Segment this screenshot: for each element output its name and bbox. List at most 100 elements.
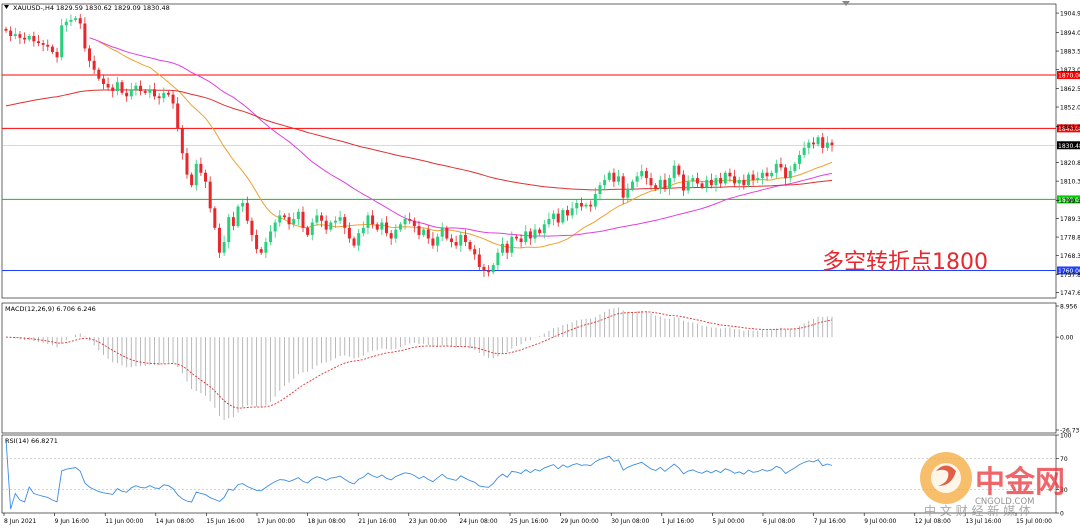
candle-body	[677, 165, 681, 175]
rsi-tick-label: 100	[1060, 433, 1072, 440]
candle-body	[273, 222, 277, 232]
candle-body	[64, 21, 68, 26]
candle-body	[23, 37, 27, 40]
time-tick-label: 11 Jun 00:00	[105, 518, 143, 525]
candle-body	[528, 231, 532, 239]
price-tick-label: 1852.00	[1060, 105, 1080, 112]
candle-body	[825, 142, 829, 148]
candle-body	[139, 85, 143, 92]
candle-body	[306, 227, 310, 235]
candle-body	[784, 167, 788, 179]
price-tick-label: 1841.00	[1060, 124, 1080, 131]
candle-body	[357, 233, 361, 246]
candle-body	[737, 179, 741, 184]
candle-body	[482, 266, 486, 271]
candle-body	[802, 147, 806, 155]
candle-body	[282, 215, 286, 218]
candle-body	[310, 222, 314, 235]
candle-body	[830, 142, 834, 146]
price-tick-label: 1789.30	[1060, 216, 1080, 223]
candle-body	[682, 174, 686, 191]
time-tick-label: 21 Jun 16:00	[358, 518, 396, 525]
candle-body	[505, 243, 509, 253]
candle-body	[333, 220, 337, 223]
time-tick-label: 14 Jun 08:00	[156, 518, 194, 525]
candle-body	[371, 215, 375, 225]
level-badge	[1057, 266, 1080, 275]
watermark: 中金网 CNGOLD.COM 中 文 财 经 新 媒 体	[920, 452, 1065, 518]
candle-body	[190, 174, 194, 186]
candle-body	[292, 218, 296, 225]
price-tick-label: 1778.80	[1060, 235, 1080, 242]
annotation-text: 多空转折点1800	[822, 250, 988, 275]
candle-body	[343, 217, 347, 228]
watermark-tagline: 中 文 财 经 新 媒 体	[924, 503, 1031, 518]
candle-body	[106, 83, 110, 88]
candle-body	[496, 252, 500, 266]
candle-body	[746, 174, 750, 186]
scroll-marker-icon	[842, 1, 850, 6]
candle-body	[765, 172, 769, 177]
symbol-header: XAUUSD-,H4 1829.59 1830.62 1829.09 1830.…	[13, 4, 170, 12]
candle-body	[695, 178, 699, 184]
time-tick-label: 24 Jun 08:00	[459, 518, 497, 525]
level-badge	[1057, 195, 1080, 204]
candle-body	[134, 85, 138, 90]
pane-frame	[1, 434, 1057, 514]
candle-body	[231, 217, 235, 227]
candle-body	[236, 206, 240, 227]
ma-long-line	[5, 89, 833, 191]
candle-body	[691, 178, 695, 182]
candle-body	[115, 82, 119, 92]
price-tick-label: 1883.50	[1060, 49, 1080, 56]
candle-body	[101, 78, 105, 84]
candle-body	[440, 227, 444, 237]
candle-body	[324, 220, 328, 230]
ma-mid-line	[89, 37, 833, 237]
candle-body	[445, 227, 449, 239]
candle-body	[788, 170, 792, 179]
candle-body	[301, 211, 305, 228]
candle-body	[700, 183, 704, 187]
candle-body	[352, 238, 356, 246]
time-tick-label: 15 Jul 00:00	[1016, 518, 1052, 525]
candle-body	[315, 215, 319, 223]
candle-body	[821, 137, 825, 148]
time-tick-label: 1 Jul 16:00	[662, 518, 694, 525]
rsi-line	[5, 438, 833, 510]
candle-body	[162, 92, 166, 99]
candle-body	[157, 96, 161, 99]
price-tick-label: 1904.90	[1060, 11, 1080, 18]
candle-body	[375, 224, 379, 230]
candle-body	[36, 41, 40, 44]
candle-body	[213, 208, 217, 228]
level-badge	[1057, 71, 1080, 80]
candle-body	[4, 28, 8, 31]
candle-body	[111, 87, 115, 92]
candle-body	[278, 215, 282, 223]
level-label: 1830.48	[1058, 143, 1080, 150]
candle-body	[241, 202, 245, 207]
candle-body	[74, 18, 78, 20]
candle-body	[510, 236, 514, 253]
level-badge	[1057, 141, 1080, 150]
candle-body	[255, 234, 259, 250]
candle-body	[538, 229, 542, 234]
candle-body	[514, 236, 518, 239]
candle-body	[719, 178, 723, 184]
candle-body	[593, 194, 597, 207]
time-tick-label: 30 Jun 08:00	[611, 518, 649, 525]
candle-body	[347, 227, 351, 239]
watermark-brand: 中金网	[975, 465, 1065, 500]
level-label: 1800.00	[1058, 197, 1080, 204]
price-tick-label: 1894.00	[1060, 30, 1080, 37]
candle-body	[584, 204, 588, 207]
level-label: 1760.00	[1058, 268, 1080, 275]
candle-body	[69, 19, 73, 22]
candle-body	[649, 178, 653, 186]
candle-body	[287, 217, 291, 225]
candle-body	[723, 172, 727, 184]
candle-body	[640, 170, 644, 177]
